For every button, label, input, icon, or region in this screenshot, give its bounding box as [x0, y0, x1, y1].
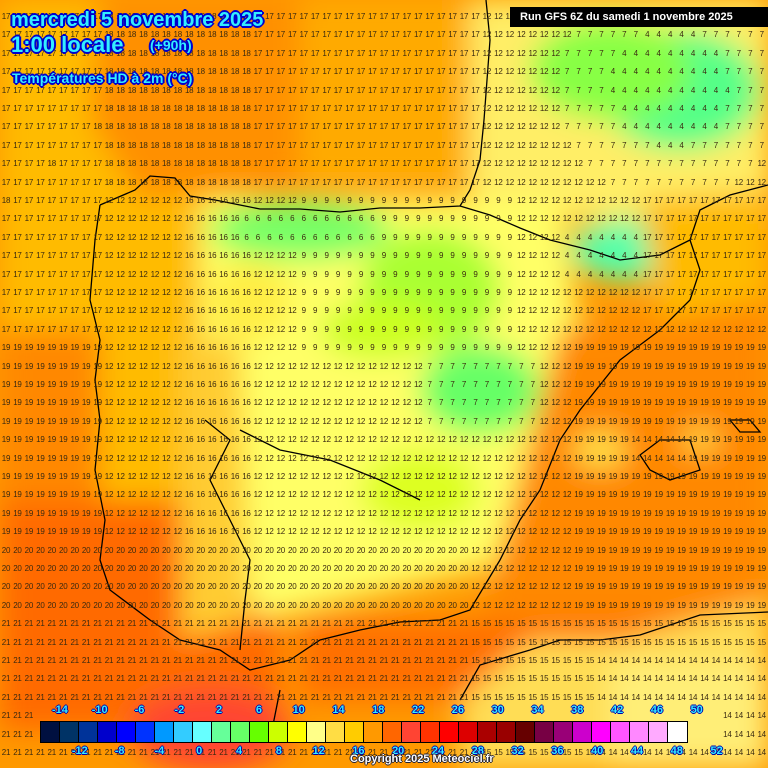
legend-swatch: [41, 722, 60, 742]
legend-swatch: [326, 722, 345, 742]
legend-swatch: [288, 722, 307, 742]
legend-label-top: 26: [452, 704, 464, 716]
legend-swatch: [516, 722, 535, 742]
legend-swatch: [649, 722, 668, 742]
legend-swatches: [40, 721, 688, 743]
legend-swatch: [573, 722, 592, 742]
legend-label-top: 42: [611, 704, 623, 716]
legend-label-top: 38: [571, 704, 583, 716]
legend-label-bottom: 36: [551, 745, 563, 757]
legend-label-top: 22: [412, 704, 424, 716]
copyright-notice: Copyright 2025 Meteociel.fr: [350, 753, 494, 765]
model-run-label: Run GFS 6Z du samedi 1 novembre 2025: [510, 7, 768, 27]
legend-swatch: [459, 722, 478, 742]
legend-label-top: 10: [293, 704, 305, 716]
legend-swatch: [345, 722, 364, 742]
legend-label-top: 6: [256, 704, 262, 716]
legend-swatch: [402, 722, 421, 742]
legend-label-top: 18: [372, 704, 384, 716]
legend-swatch: [592, 722, 611, 742]
legend-label-bottom: 20: [392, 745, 404, 757]
legend-label-bottom: -12: [72, 745, 88, 757]
legend-label-bottom: 44: [631, 745, 643, 757]
legend-swatch: [60, 722, 79, 742]
legend-label-bottom: 24: [432, 745, 444, 757]
legend-label-top: -14: [52, 704, 68, 716]
legend-label-top: 30: [492, 704, 504, 716]
legend-swatch: [421, 722, 440, 742]
legend-swatch: [307, 722, 326, 742]
legend-swatch: [79, 722, 98, 742]
legend-label-bottom: 52: [710, 745, 722, 757]
legend-swatch: [174, 722, 193, 742]
legend-label-bottom: -4: [155, 745, 165, 757]
legend-swatch: [193, 722, 212, 742]
legend-label-bottom: 0: [196, 745, 202, 757]
legend-swatch: [535, 722, 554, 742]
legend-swatch: [136, 722, 155, 742]
legend-label-bottom: -8: [115, 745, 125, 757]
legend-label-bottom: 48: [671, 745, 683, 757]
parameter-title: Températures HD à 2m (°C): [12, 70, 192, 86]
legend-label-top: 14: [332, 704, 344, 716]
legend-swatch: [478, 722, 497, 742]
forecast-hour: 1:00 locale: [11, 32, 124, 58]
legend-swatch: [497, 722, 516, 742]
legend-label-top: -6: [135, 704, 145, 716]
legend-swatch: [269, 722, 288, 742]
legend-label-top: -2: [174, 704, 184, 716]
legend-swatch: [364, 722, 383, 742]
legend-label-top: 46: [651, 704, 663, 716]
forecast-date: mercredi 5 novembre 2025: [11, 9, 263, 32]
legend-label-top: -10: [92, 704, 108, 716]
legend-label-top: 2: [216, 704, 222, 716]
legend-swatch: [383, 722, 402, 742]
legend-swatch: [231, 722, 250, 742]
forecast-lead-time: (+90h): [150, 37, 192, 53]
legend-label-bottom: 16: [352, 745, 364, 757]
legend-swatch: [440, 722, 459, 742]
legend-label-bottom: 40: [591, 745, 603, 757]
legend-label-bottom: 4: [236, 745, 242, 757]
legend-label-bottom: 32: [511, 745, 523, 757]
legend-swatch: [554, 722, 573, 742]
legend-swatch: [117, 722, 136, 742]
legend-swatch: [611, 722, 630, 742]
legend-swatch: [630, 722, 649, 742]
legend-swatch: [98, 722, 117, 742]
legend-swatch: [668, 722, 687, 742]
legend-label-top: 34: [531, 704, 543, 716]
legend-swatch: [155, 722, 174, 742]
legend-swatch: [250, 722, 269, 742]
legend-label-bottom: 28: [472, 745, 484, 757]
legend-label-bottom: 8: [276, 745, 282, 757]
legend-label-top: 50: [691, 704, 703, 716]
legend-swatch: [212, 722, 231, 742]
legend-label-bottom: 12: [312, 745, 324, 757]
